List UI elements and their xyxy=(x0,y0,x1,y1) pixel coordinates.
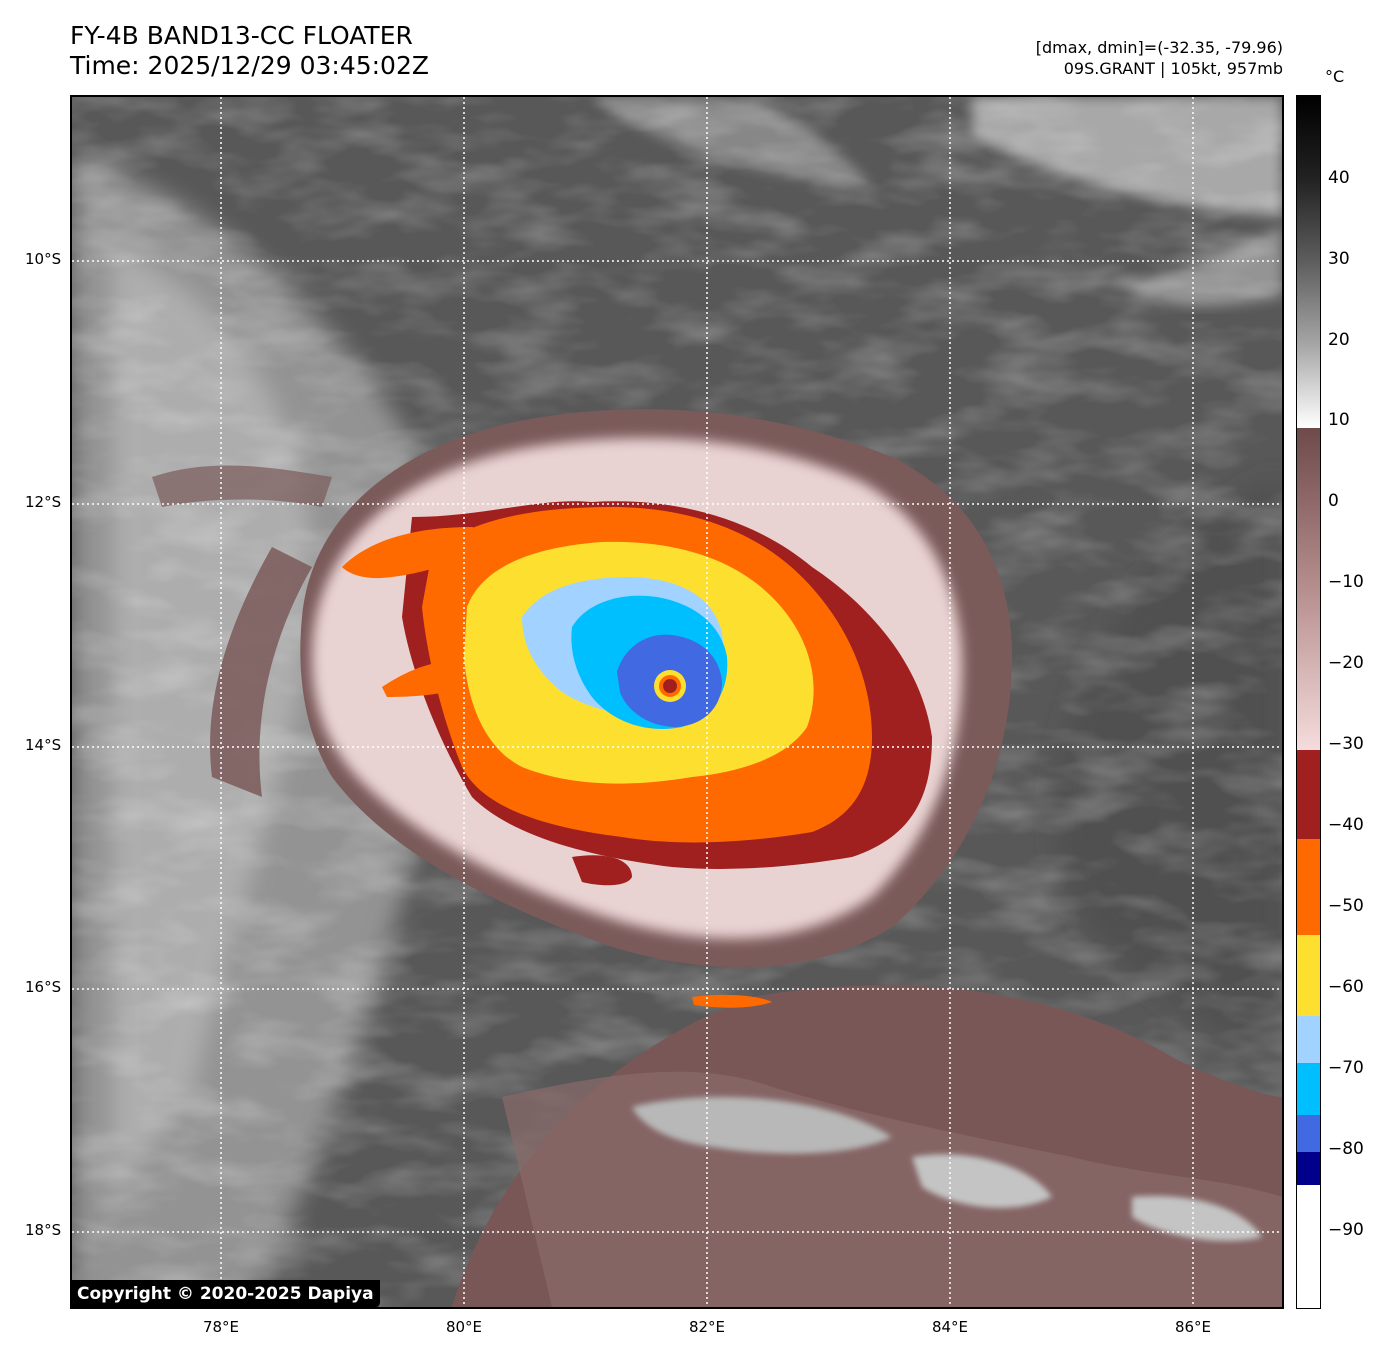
colorbar-label-30: 30 xyxy=(1328,249,1350,269)
colorbar-label-minus60: −60 xyxy=(1328,977,1364,997)
colorbar-label-minus10: −10 xyxy=(1328,572,1364,592)
data-range-label: [dmax, dmin]=(-32.35, -79.96) xyxy=(1035,38,1283,57)
copyright-label: Copyright © 2020-2025 Dapiya xyxy=(71,1280,380,1308)
lat-label-10s: 10°S xyxy=(25,250,62,268)
map-timestamp: Time: 2025/12/29 03:45:02Z xyxy=(70,51,429,80)
lat-label-14s: 14°S xyxy=(25,736,62,754)
lon-label-78e: 78°E xyxy=(202,1318,240,1336)
colorbar-label-minus90: −90 xyxy=(1328,1220,1364,1240)
lat-label-18s: 18°S xyxy=(25,1221,62,1239)
colorbar-label-10: 10 xyxy=(1328,410,1350,430)
lon-label-84e: 84°E xyxy=(931,1318,969,1336)
colorbar xyxy=(1296,95,1321,1309)
lat-label-12s: 12°S xyxy=(25,493,62,511)
lat-label-16s: 16°S xyxy=(25,978,62,996)
colorbar-label-minus40: −40 xyxy=(1328,815,1364,835)
colorbar-unit: °C xyxy=(1325,67,1345,86)
colorbar-label-minus30: −30 xyxy=(1328,734,1364,754)
map-title: FY-4B BAND13-CC FLOATER xyxy=(70,21,413,50)
colorbar-label-minus80: −80 xyxy=(1328,1139,1364,1159)
colorbar-label-minus50: −50 xyxy=(1328,896,1364,916)
colorbar-label-40: 40 xyxy=(1328,168,1350,188)
infrared-image xyxy=(72,97,1282,1307)
lon-label-86e: 86°E xyxy=(1174,1318,1212,1336)
colorbar-label-0: 0 xyxy=(1328,491,1339,511)
satellite-map xyxy=(70,95,1284,1309)
colorbar-label-minus20: −20 xyxy=(1328,653,1364,673)
storm-info-label: 09S.GRANT | 105kt, 957mb xyxy=(1063,59,1283,78)
colorbar-label-minus70: −70 xyxy=(1328,1058,1364,1078)
lon-label-82e: 82°E xyxy=(688,1318,726,1336)
colorbar-label-20: 20 xyxy=(1328,330,1350,350)
lon-label-80e: 80°E xyxy=(445,1318,483,1336)
